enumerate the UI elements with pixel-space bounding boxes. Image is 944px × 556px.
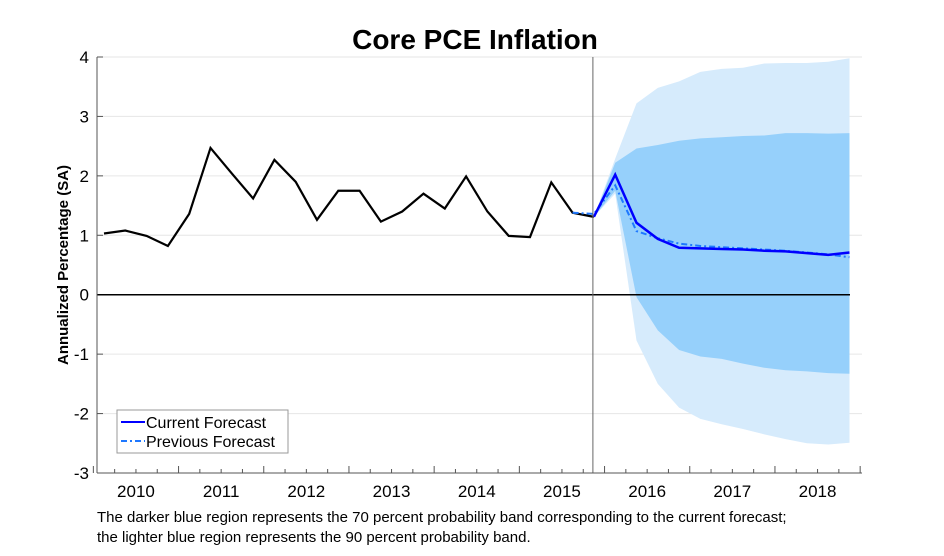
legend: Current Forecast Previous Forecast: [116, 409, 289, 454]
y-tick-label: -2: [74, 405, 89, 424]
axes: -3 -2 -1 0 1 2 3 4 2010 2011 2012 2013 2014 2015 2016 2…: [74, 48, 862, 501]
x-tick-label: 2015: [543, 482, 581, 501]
series-lines: [103, 145, 850, 259]
legend-label-previous: Previous Forecast: [146, 434, 275, 451]
x-tick-label: 2016: [628, 482, 666, 501]
caption-line-1: The darker blue region represents the 70…: [97, 509, 787, 526]
y-tick-label: 1: [80, 226, 89, 245]
x-tick-label: 2013: [373, 482, 411, 501]
x-tick-label: 2011: [203, 482, 240, 501]
y-axis-label: Annualized Percentage (SA): [55, 165, 72, 365]
y-tick-label: -1: [74, 345, 89, 364]
y-tick-label: 2: [80, 167, 89, 186]
x-tick-label: 2018: [799, 482, 837, 501]
x-tick-label: 2012: [287, 482, 325, 501]
chart-title: Core PCE Inflation: [352, 24, 598, 55]
x-tick-label: 2017: [713, 482, 751, 501]
y-tick-label: 4: [80, 48, 89, 67]
y-tick-label: -3: [74, 464, 89, 483]
x-tick-label: 2014: [458, 482, 496, 501]
x-tick-label: 2010: [117, 482, 155, 501]
caption-line-2: the lighter blue region represents the 9…: [97, 529, 531, 546]
legend-box: [116, 409, 289, 454]
history-line: [103, 145, 595, 248]
y-tick-label: 3: [80, 107, 89, 126]
band-70-percent: [593, 133, 850, 374]
y-tick-label: 0: [80, 286, 89, 305]
legend-label-current: Current Forecast: [146, 415, 267, 432]
current-forecast-line: [592, 171, 850, 257]
probability-bands: [593, 58, 850, 445]
